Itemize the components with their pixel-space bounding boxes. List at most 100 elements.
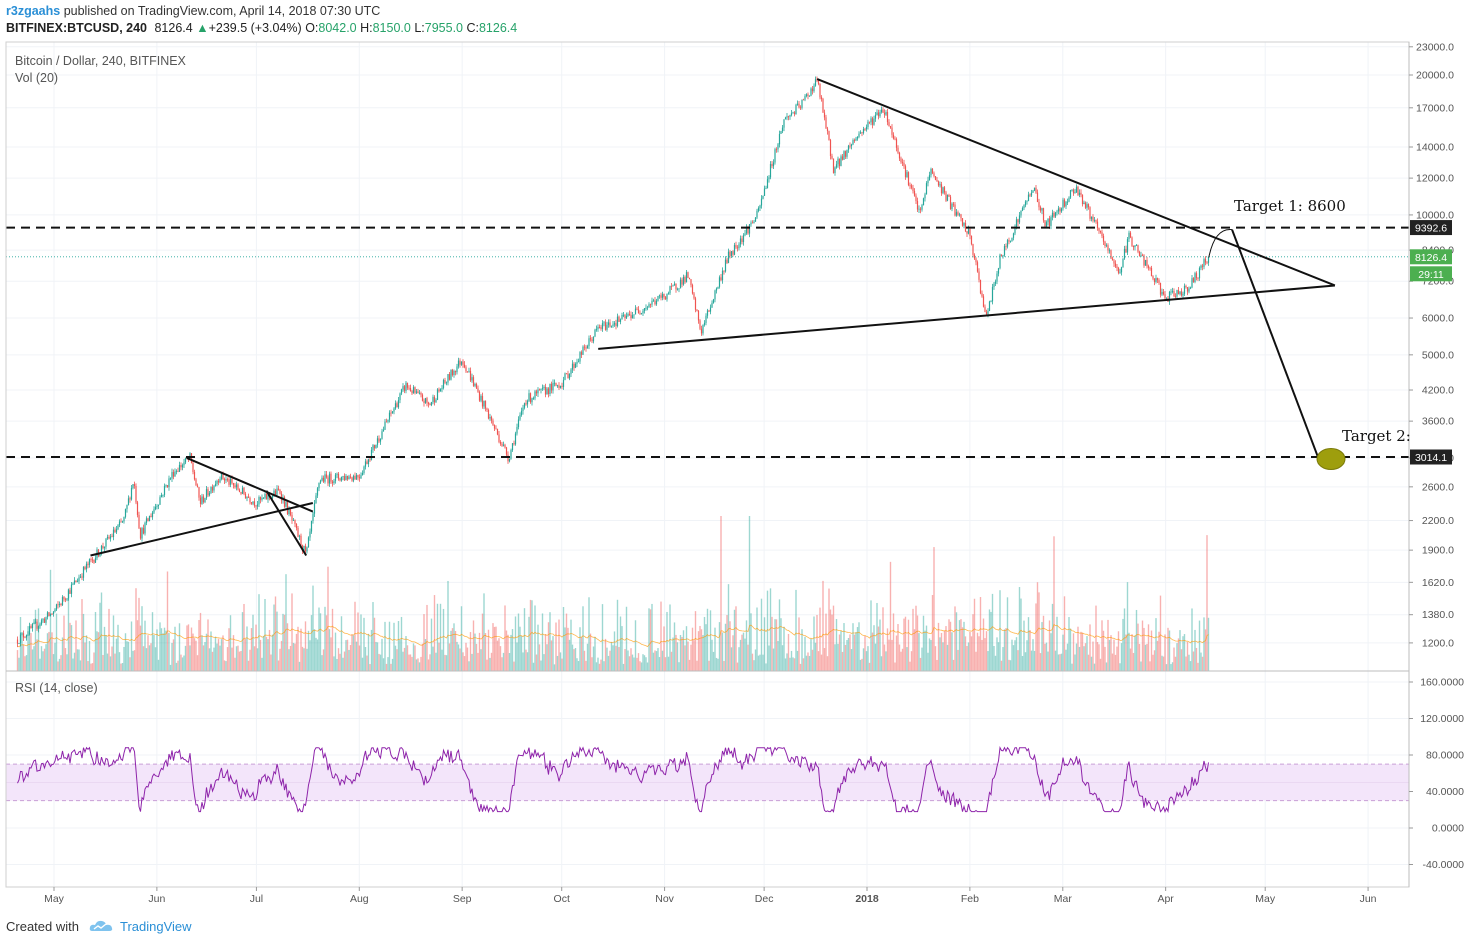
- volume-bar: [750, 613, 752, 671]
- candle-body: [435, 399, 437, 403]
- candle-body: [175, 470, 178, 472]
- volume-bar: [234, 657, 236, 671]
- volume-bar: [1174, 656, 1177, 671]
- volume-bar: [435, 652, 437, 671]
- candle-body: [751, 222, 754, 224]
- candle-body: [69, 590, 71, 594]
- author-name[interactable]: r3zgaahs: [6, 4, 61, 18]
- candle-body: [375, 444, 377, 449]
- candle-body: [288, 509, 290, 515]
- candle-body: [799, 107, 802, 109]
- candle-body: [700, 328, 703, 334]
- candle-body: [63, 597, 65, 600]
- volume-bar: [1180, 649, 1183, 671]
- candle-body: [1098, 228, 1100, 231]
- volume-bar: [304, 621, 307, 671]
- rsi-pane: [6, 746, 1409, 814]
- candle-body: [100, 545, 103, 554]
- candle-body: [1164, 294, 1166, 299]
- volume-bar: [438, 642, 440, 671]
- volume-bar: [240, 650, 242, 671]
- candle-body: [720, 277, 722, 281]
- candle-body: [916, 201, 919, 210]
- candle-body: [162, 494, 164, 496]
- candle-body: [85, 563, 88, 570]
- candle-body: [991, 286, 994, 302]
- volume-bar: [1207, 617, 1210, 671]
- candle-body: [1150, 268, 1153, 277]
- candle-body: [154, 506, 157, 510]
- volume-bar: [664, 657, 667, 671]
- candle-body: [535, 391, 538, 394]
- symbol-label: BITFINEX:BTCUSD, 240: [6, 21, 147, 35]
- candle-body: [702, 324, 704, 334]
- candle-body: [363, 466, 365, 473]
- candle-body: [1141, 255, 1144, 257]
- candle-body: [405, 382, 407, 391]
- volume-bar: [648, 608, 650, 671]
- candle-body: [672, 285, 674, 287]
- candle-body: [550, 383, 553, 391]
- candle-body: [135, 485, 137, 503]
- volume-bar: [1012, 645, 1015, 671]
- volume-bar: [583, 650, 586, 671]
- candle-body: [540, 388, 542, 390]
- candle-body: [412, 387, 415, 394]
- volume-bar: [609, 650, 611, 671]
- volume-bar: [865, 651, 868, 671]
- volume-bar: [1123, 608, 1126, 671]
- candle-body: [220, 472, 223, 479]
- candle-body: [199, 497, 202, 504]
- volume-bar: [843, 623, 845, 671]
- candle-body: [37, 626, 40, 629]
- volume-bar: [373, 617, 376, 671]
- candle-body: [873, 118, 875, 125]
- volume-bar: [100, 592, 103, 671]
- high-label: H:: [360, 21, 373, 35]
- volume-bar: [192, 633, 194, 671]
- volume-bar: [273, 604, 275, 671]
- volume-bar: [561, 658, 563, 671]
- candle-body: [886, 112, 889, 123]
- candle-body: [1162, 291, 1165, 295]
- volume-bar: [213, 647, 215, 671]
- volume-bar: [933, 547, 935, 671]
- candle-body: [864, 129, 866, 130]
- volume-bar: [670, 651, 673, 671]
- volume-bar: [190, 627, 193, 671]
- volume-bar: [513, 661, 515, 671]
- volume-bar: [436, 603, 439, 671]
- candle-body: [666, 293, 668, 300]
- volume-bar: [544, 634, 547, 671]
- badge-level-low-text: 3014.1: [1415, 452, 1447, 464]
- candle-body: [418, 392, 421, 394]
- volume-bar: [408, 654, 410, 671]
- candle-body: [643, 308, 646, 311]
- candle-body: [172, 472, 175, 477]
- candle-body: [904, 166, 907, 178]
- candle-body: [285, 502, 287, 507]
- candle-body: [853, 140, 856, 141]
- candle-body: [963, 223, 965, 226]
- candle-body: [858, 133, 860, 137]
- candle-body: [925, 183, 928, 195]
- volume-bar: [454, 630, 457, 671]
- candle-body: [406, 382, 409, 388]
- volume-bar: [511, 629, 514, 671]
- candle-body: [1066, 201, 1069, 203]
- price-tick-label: 5000.0: [1422, 349, 1454, 361]
- candle-body: [1183, 285, 1186, 294]
- volume-bar: [147, 635, 149, 671]
- candle-body: [238, 489, 241, 492]
- candle-body: [151, 512, 154, 518]
- candle-body: [271, 495, 274, 499]
- tradingview-brand-link[interactable]: TradingView: [120, 919, 192, 934]
- volume-bar: [37, 608, 40, 671]
- candle-body: [754, 217, 757, 222]
- candle-body: [229, 478, 232, 485]
- candle-body: [147, 518, 149, 522]
- candle-body: [72, 583, 74, 585]
- candle-body: [984, 306, 986, 312]
- volume-bar: [1104, 646, 1106, 671]
